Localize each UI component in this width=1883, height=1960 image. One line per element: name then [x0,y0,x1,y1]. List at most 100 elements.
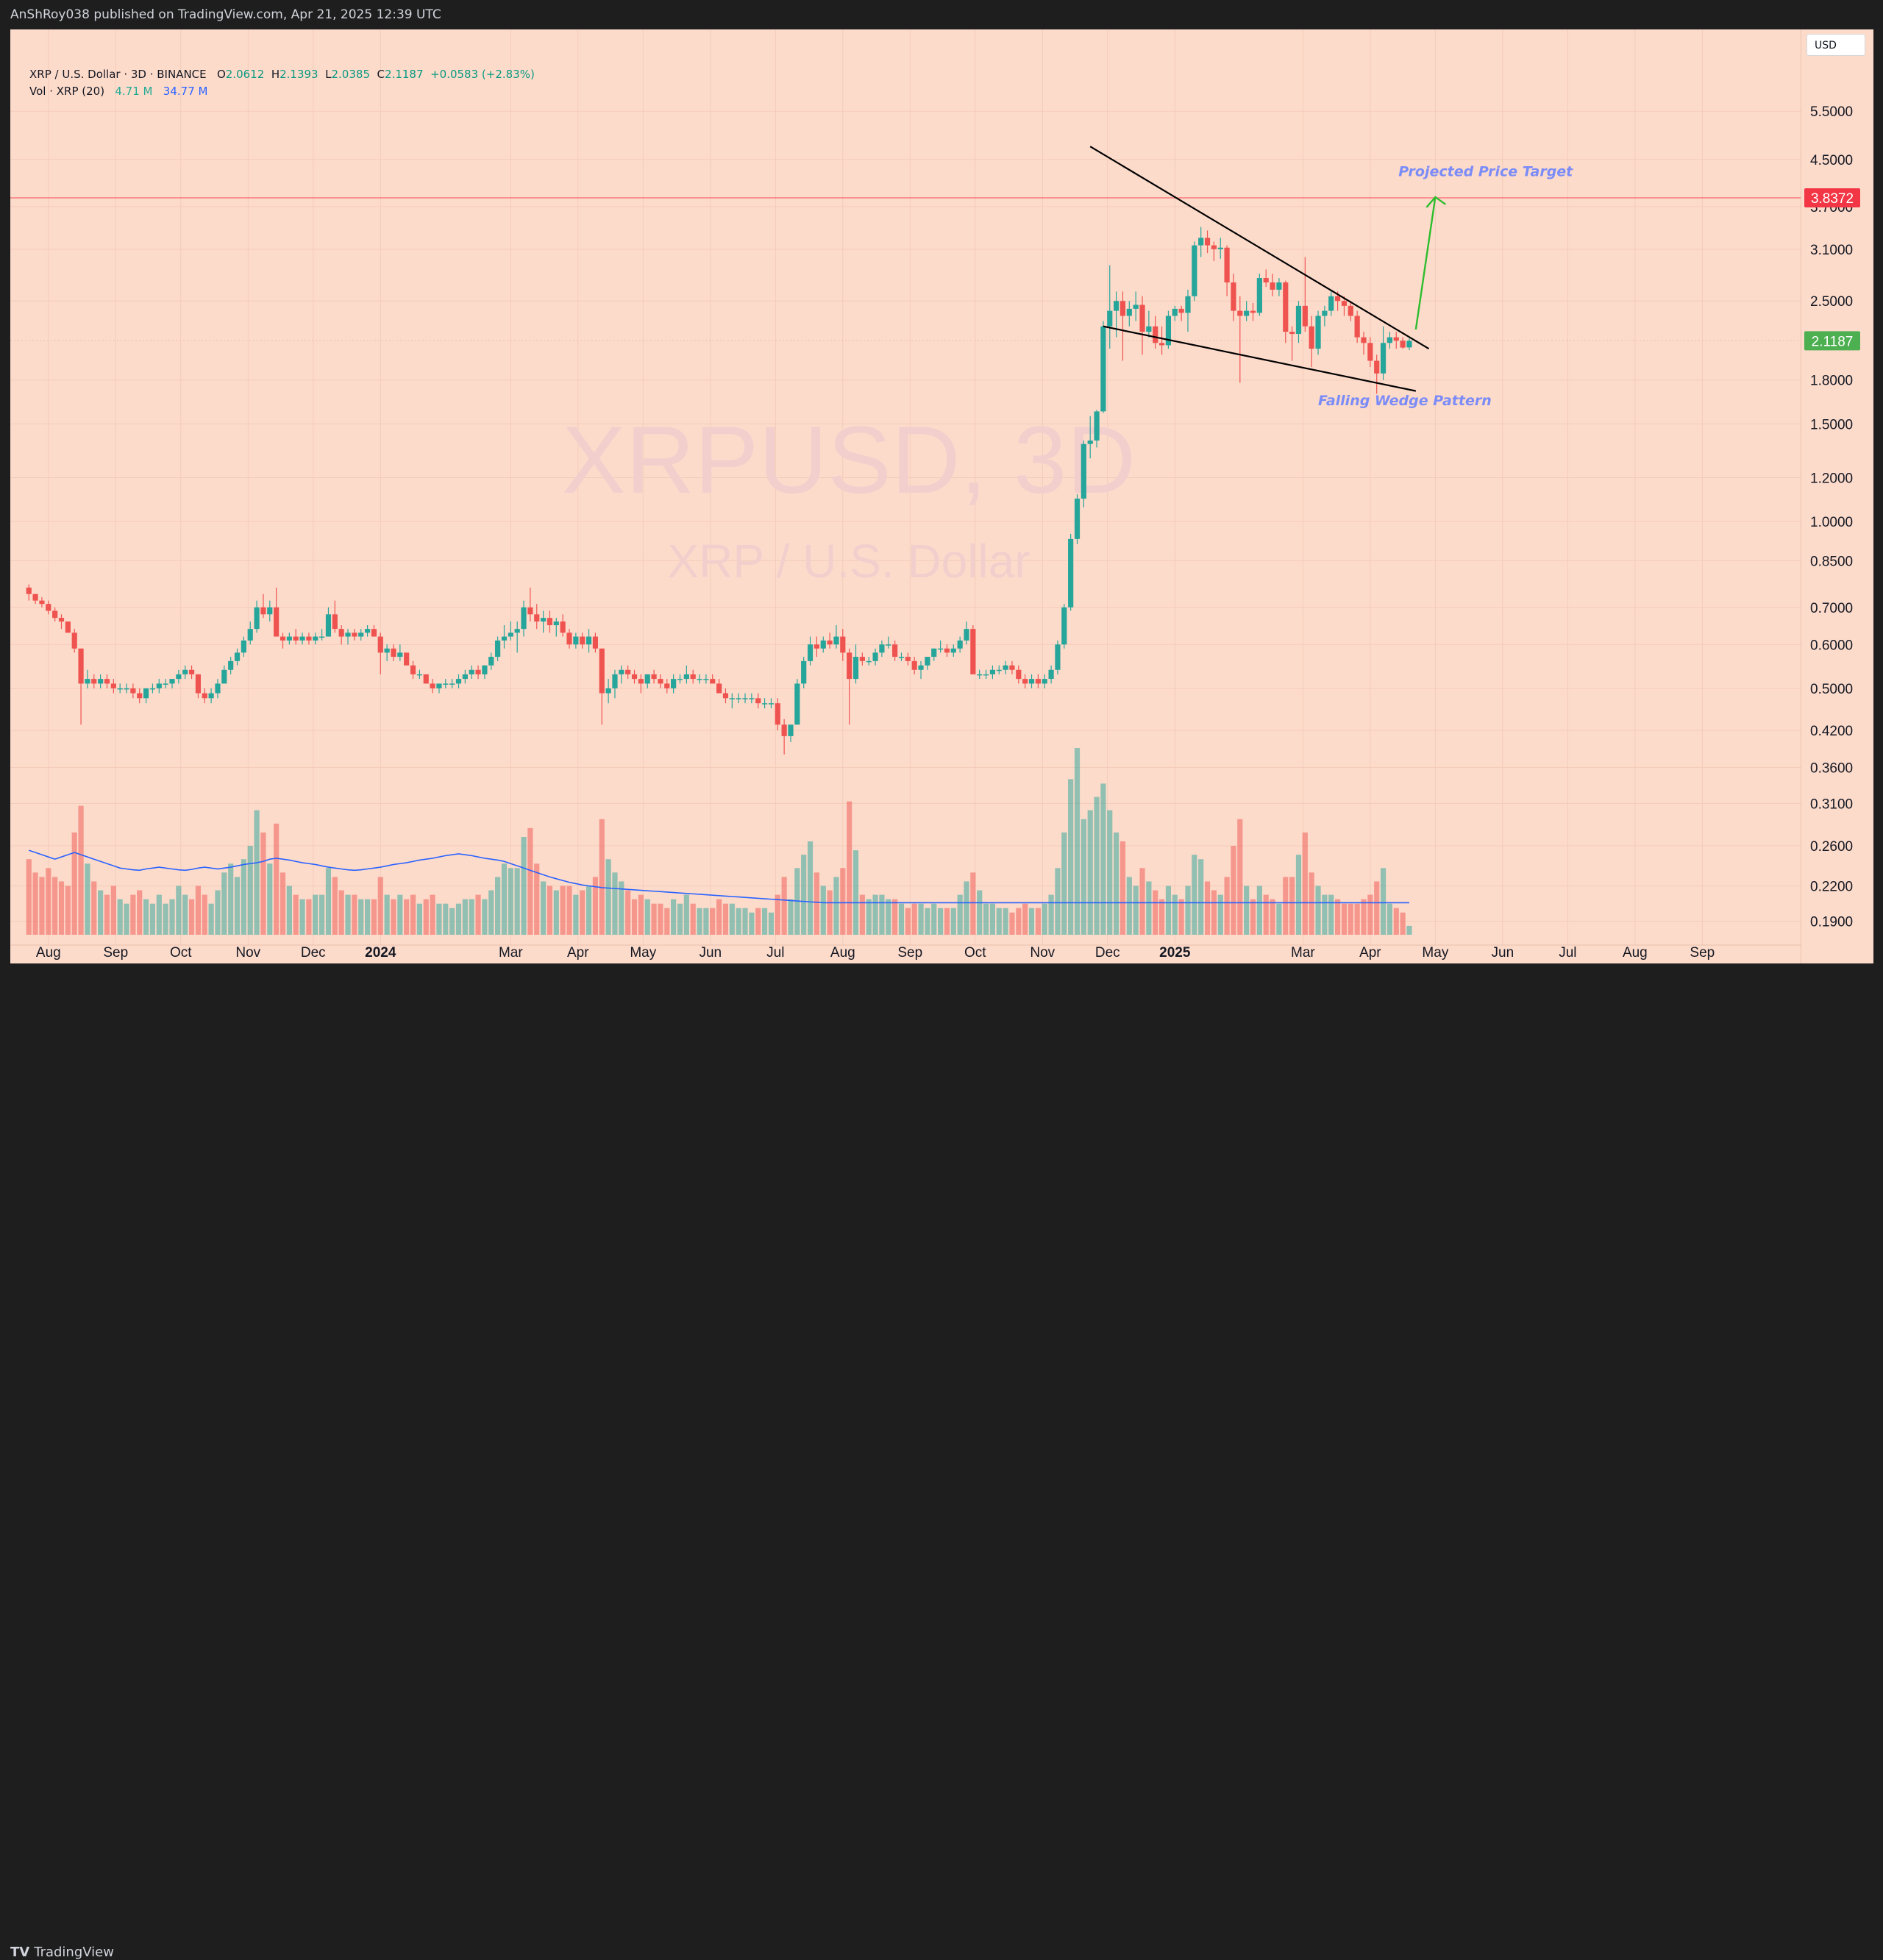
candle-body [358,632,364,637]
volume-bar [254,810,260,935]
volume-bar [313,894,318,935]
tradingview-logo[interactable]: TV TradingView [10,1945,114,1960]
candle-body [619,669,624,674]
time-tick-label: Jul [1559,945,1576,961]
candle-body [644,674,650,684]
volume-bar [85,863,90,935]
volume-bar [521,836,527,935]
candle-body [85,679,90,684]
candle-body [46,604,51,611]
volume-bar [410,894,416,935]
candle-body [931,648,937,658]
candle-body [345,632,351,637]
candle-body [299,636,305,641]
volume-bar [619,881,624,935]
volume-bar [918,903,924,935]
price-scale[interactable]: 5.5000 4.5000 3.7000 3.1000 2.5000 1.8000 1.50… [1801,29,1873,963]
wedge-lower-trendline[interactable] [1103,325,1417,392]
candle-body [585,636,592,645]
candle-body [469,669,474,674]
candle-body [475,669,481,674]
volume-bar [1400,912,1406,935]
candle-body [149,688,156,690]
candle-body [488,657,494,666]
chart-pane[interactable]: XRPUSD, 3D XRP / U.S. Dollar Projected P… [10,29,1801,963]
candle-body [683,674,689,680]
volume-bar [1341,903,1348,935]
open-label: O [216,68,226,81]
time-tick-label: Apr [1359,945,1381,961]
candle-body [508,632,513,637]
publish-info: AnShRoy038 published on TradingView.com,… [10,7,441,22]
candle-body [664,683,670,688]
volume-bar [710,908,716,935]
volume-bar [1120,841,1126,935]
candle-body [1087,440,1093,444]
candle-body [879,644,885,653]
volume-bar [1237,819,1243,935]
time-tick-label: Apr [567,945,589,961]
candle-body [1003,665,1008,670]
volume-bar [195,885,202,935]
volume-bar [1114,832,1120,935]
candle-body [195,674,202,694]
candle-body [1380,343,1387,374]
legend: XRP / U.S. Dollar · 3D · BINANCE O2.0612… [29,66,535,100]
volume-bar [78,805,84,935]
volume-bar [944,908,950,935]
price-tick-label: 3.1000 [1810,243,1853,258]
falling-wedge-label[interactable]: Falling Wedge Pattern [1318,393,1492,409]
time-tick-label: Mar [1291,945,1315,961]
candle-body [286,636,292,641]
candle-body [58,618,65,622]
candle-body [26,587,32,594]
volume-bar [722,903,729,935]
volume-bar [352,894,357,935]
candle-body [202,693,207,699]
wedge-upper-trendline[interactable] [1089,146,1430,350]
volume-bar [1100,783,1106,935]
price-scale-svg: 5.50004.50003.70003.10002.50001.80001.50… [1804,104,1860,930]
volume-bar [1328,894,1334,935]
volume-bar [847,801,852,935]
volume-bar [755,908,761,935]
candle-body [32,594,38,601]
legend-symbol: XRP / U.S. Dollar · 3D · BINANCE [29,68,207,81]
volume-bar [950,908,956,935]
candle-body [462,674,468,680]
volume-bar [104,894,110,935]
volume-bar [703,908,709,935]
volume-bar [781,877,787,935]
candle-body [98,679,104,684]
volume-bar [358,899,364,935]
volume-bar [1198,859,1204,935]
volume-bar [234,877,241,935]
volume-bar [1074,748,1081,935]
candle-body [423,674,429,684]
currency-selector[interactable]: USD [1807,34,1865,56]
price-tick-label: 0.5000 [1810,682,1853,697]
projection-arrow-head [1425,196,1447,208]
volume-bar [585,885,592,935]
candle-body [651,674,657,680]
projected-target-label[interactable]: Projected Price Target [1398,163,1573,179]
volume-bar [736,908,741,935]
candle-body [625,669,631,674]
candle-body [729,698,735,699]
candle-body [768,703,775,705]
volume-bar [397,894,403,935]
volume-bar [892,899,898,935]
candle-body [514,629,520,633]
candle-body [156,683,162,688]
candle-body [703,679,709,680]
volume-bar [345,894,351,935]
candle-body [964,629,969,641]
volume-bar [1016,908,1022,935]
candle-body [1354,316,1360,338]
candle-body [176,674,182,680]
volume-bar [898,903,905,935]
volume-bar [1348,903,1353,935]
volume-value: 4.71 M [115,85,153,98]
projection-arrow[interactable] [1414,196,1437,330]
price-chart[interactable]: XRPUSD, 3D XRP / U.S. Dollar Projected P… [10,29,1801,963]
